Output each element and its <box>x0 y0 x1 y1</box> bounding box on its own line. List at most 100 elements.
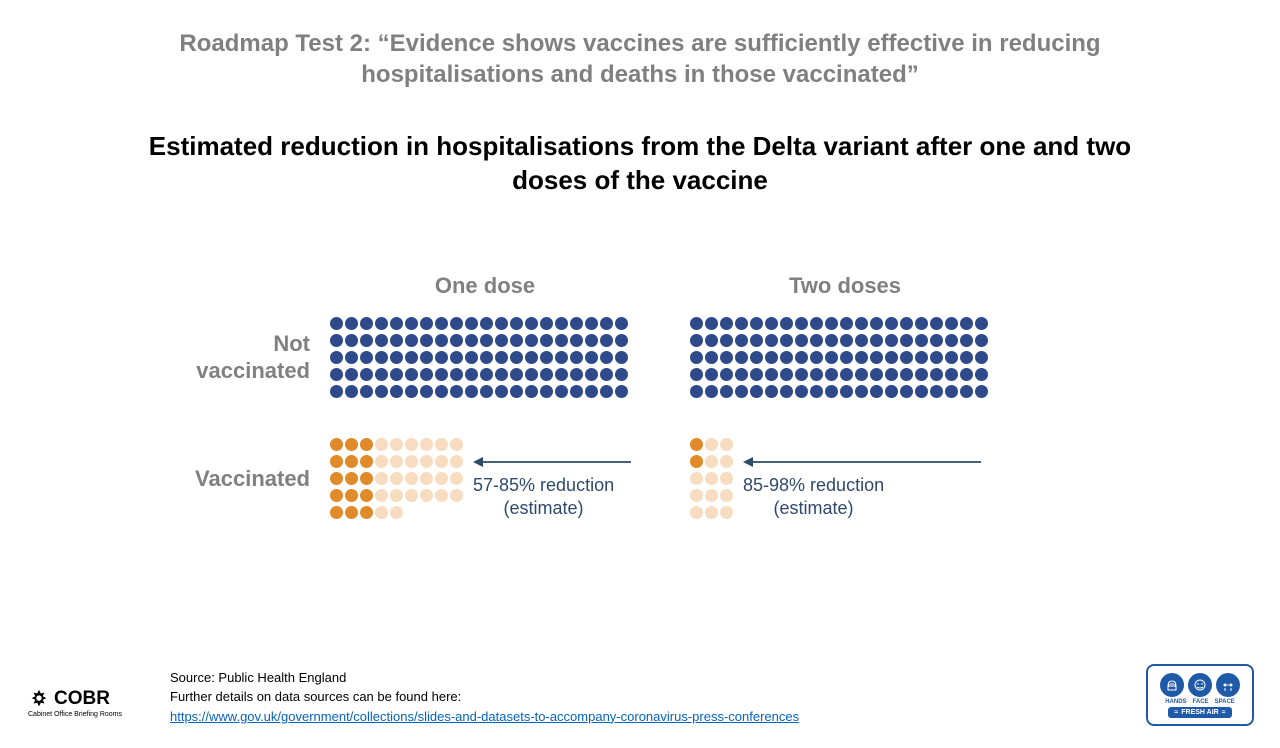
dot <box>960 317 973 330</box>
dot <box>885 334 898 347</box>
dots-notvacc-one <box>330 317 640 398</box>
dot <box>390 455 403 468</box>
dot <box>495 385 508 398</box>
dot <box>840 385 853 398</box>
dot <box>435 368 448 381</box>
hands-icon <box>1160 673 1184 697</box>
dot <box>900 334 913 347</box>
dot <box>705 351 718 364</box>
dot <box>540 334 553 347</box>
label-not-vaccinated: Notvaccinated <box>140 331 330 384</box>
dot <box>450 368 463 381</box>
dot <box>465 385 478 398</box>
dot <box>360 334 373 347</box>
footer-link[interactable]: https://www.gov.uk/government/collection… <box>170 709 799 724</box>
dot <box>600 317 613 330</box>
dot <box>420 368 433 381</box>
dot <box>495 317 508 330</box>
col-header-two-doses: Two doses <box>690 273 1000 299</box>
dots-vacc-two <box>690 438 733 519</box>
dot <box>735 317 748 330</box>
dot <box>795 368 808 381</box>
annotation-one-dose: 57-85% reduction(estimate) <box>473 456 633 521</box>
dot <box>945 385 958 398</box>
dot <box>765 351 778 364</box>
dot <box>540 385 553 398</box>
footer-details: Further details on data sources can be f… <box>170 687 799 707</box>
dot <box>360 472 373 485</box>
dot <box>585 385 598 398</box>
dot <box>360 489 373 502</box>
dot <box>600 351 613 364</box>
dot <box>735 368 748 381</box>
dot <box>900 351 913 364</box>
cobr-text: COBR <box>54 688 110 710</box>
dot <box>840 334 853 347</box>
dot <box>375 385 388 398</box>
cobr-logo: COBR Cabinet Office Briefing Rooms <box>28 688 153 718</box>
dot <box>720 385 733 398</box>
dot <box>375 489 388 502</box>
dot <box>585 334 598 347</box>
dot <box>495 368 508 381</box>
dot <box>435 472 448 485</box>
dot <box>855 317 868 330</box>
dot <box>780 368 793 381</box>
dot <box>345 489 358 502</box>
dot <box>450 317 463 330</box>
dots-vacc-one <box>330 438 463 519</box>
dot <box>615 317 628 330</box>
dot <box>720 472 733 485</box>
dot <box>825 334 838 347</box>
dot <box>690 438 703 451</box>
dot <box>690 334 703 347</box>
space-icon <box>1216 673 1240 697</box>
dot <box>825 385 838 398</box>
dot <box>345 455 358 468</box>
dot <box>510 351 523 364</box>
dot <box>570 368 583 381</box>
row-vaccinated: Vaccinated 57-85% reduction(estimate) 85… <box>140 438 1140 521</box>
dot <box>330 472 343 485</box>
hands-face-space-badge: HANDS FACE SPACE ≈FRESH AIR≈ <box>1146 664 1254 726</box>
dot <box>360 438 373 451</box>
dot <box>615 368 628 381</box>
dot <box>810 368 823 381</box>
dot <box>810 317 823 330</box>
dot <box>750 334 763 347</box>
dot <box>435 438 448 451</box>
dot <box>750 351 763 364</box>
dot <box>780 334 793 347</box>
dot <box>345 506 358 519</box>
dot <box>420 385 433 398</box>
dot <box>720 317 733 330</box>
dot <box>855 385 868 398</box>
dot <box>360 455 373 468</box>
dot <box>450 334 463 347</box>
dot <box>945 351 958 364</box>
dot <box>510 368 523 381</box>
dot <box>390 506 403 519</box>
chart-area: One dose Two doses Notvaccinated Vaccina… <box>140 273 1140 521</box>
arrow-icon <box>473 456 633 468</box>
dot <box>330 368 343 381</box>
dot <box>780 351 793 364</box>
annotation-text-two: 85-98% reduction(estimate) <box>743 474 884 521</box>
dot <box>930 368 943 381</box>
dot <box>450 385 463 398</box>
dot <box>540 317 553 330</box>
dot <box>420 489 433 502</box>
dot <box>360 317 373 330</box>
dot <box>390 385 403 398</box>
dot <box>555 351 568 364</box>
dot <box>570 385 583 398</box>
dot <box>945 334 958 347</box>
dot <box>420 438 433 451</box>
dot <box>810 385 823 398</box>
dot <box>720 489 733 502</box>
dot <box>375 506 388 519</box>
badge-label-space: SPACE <box>1215 699 1235 705</box>
row-not-vaccinated: Notvaccinated <box>140 317 1140 398</box>
face-icon <box>1188 673 1212 697</box>
dot <box>930 334 943 347</box>
